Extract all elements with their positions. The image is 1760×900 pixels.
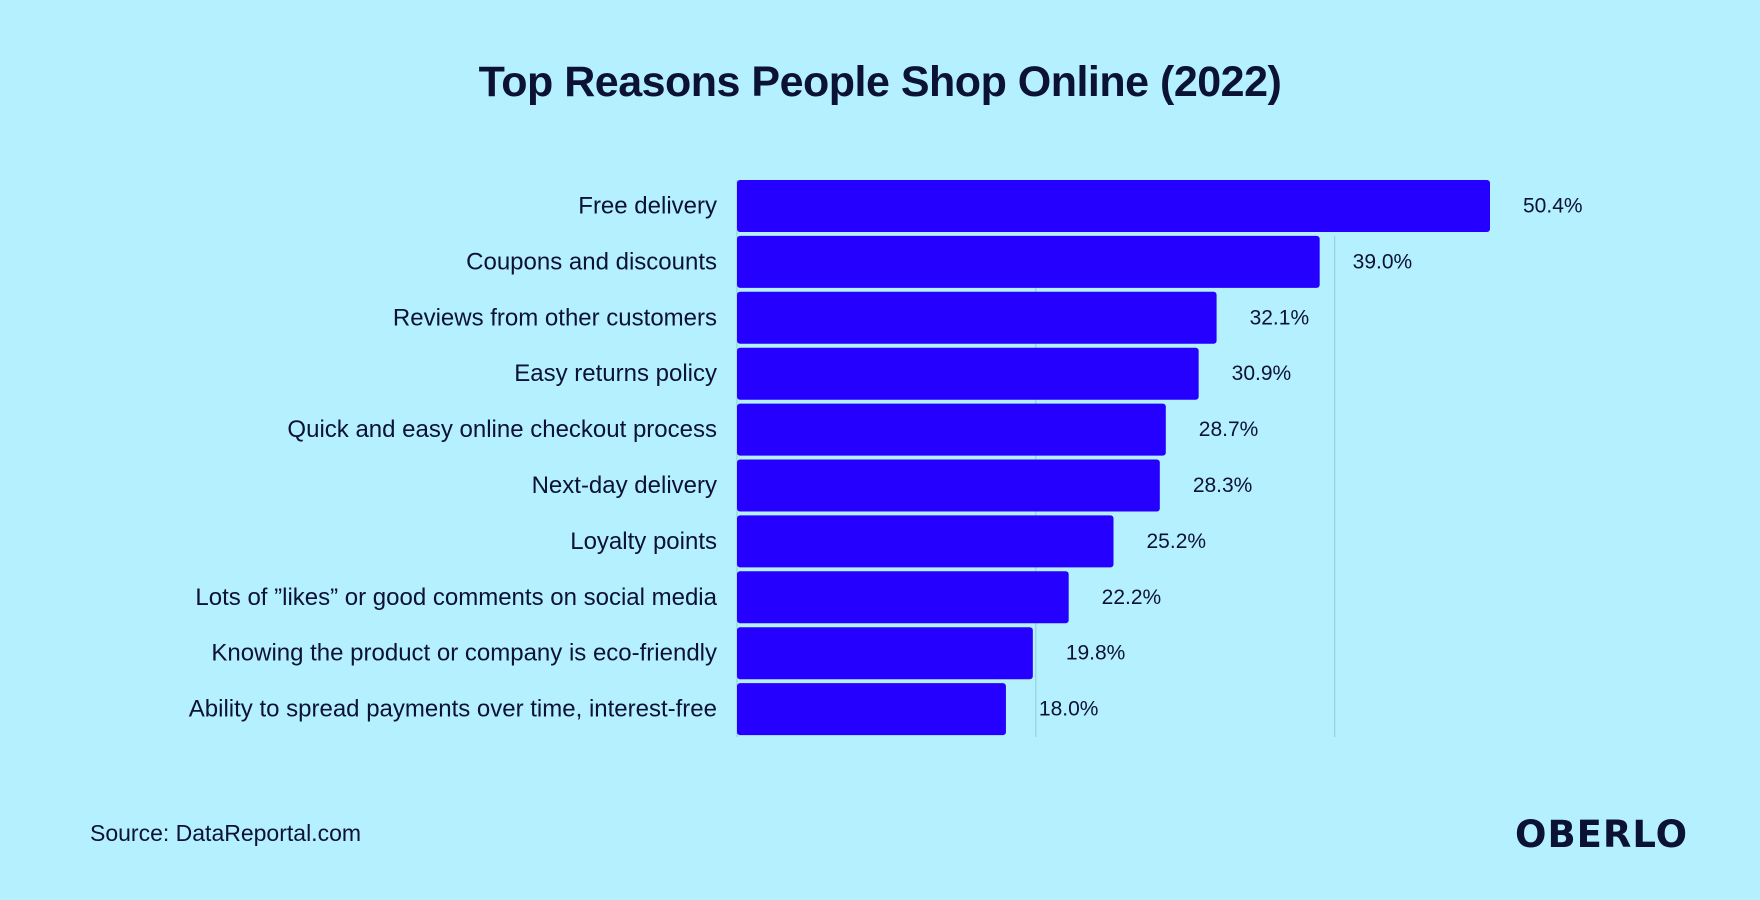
category-label-2: Coupons and discounts [466,248,717,275]
value-label-9: 19.8% [1066,642,1126,665]
category-label-3: Reviews from other customers [393,304,717,331]
category-label-1: Free delivery [578,193,717,220]
value-label-5: 28.7% [1199,418,1259,441]
bar-9 [737,627,1033,680]
bar-4 [737,347,1199,400]
value-label-7: 25.2% [1147,530,1207,553]
bar-8 [737,571,1069,624]
brand-logo: OBERLO [1515,813,1689,856]
bar-7 [737,515,1114,568]
value-label-3: 32.1% [1250,306,1310,329]
category-label-8: Lots of ”likes” or good comments on soci… [195,584,717,611]
value-label-2: 39.0% [1353,250,1413,273]
value-label-4: 30.9% [1232,362,1292,385]
category-label-6: Next-day delivery [532,472,717,499]
category-label-10: Ability to spread payments over time, in… [189,696,717,723]
value-label-1: 50.4% [1523,195,1583,218]
category-label-4: Easy returns policy [514,360,717,387]
value-label-10: 18.0% [1039,698,1099,721]
bar-2 [737,235,1320,288]
bar-5 [737,403,1166,456]
category-label-9: Knowing the product or company is eco-fr… [211,640,717,667]
bar-6 [737,459,1160,512]
value-label-8: 22.2% [1102,586,1162,609]
category-label-5: Quick and easy online checkout process [287,416,717,443]
source-note: Source: DataReportal.com [90,820,362,846]
bar-3 [737,291,1217,344]
bar-10 [737,683,1006,736]
chart-title: Top Reasons People Shop Online (2022) [478,58,1282,106]
bar-1 [737,180,1490,232]
category-label-7: Loyalty points [570,528,717,555]
value-label-6: 28.3% [1193,474,1253,497]
